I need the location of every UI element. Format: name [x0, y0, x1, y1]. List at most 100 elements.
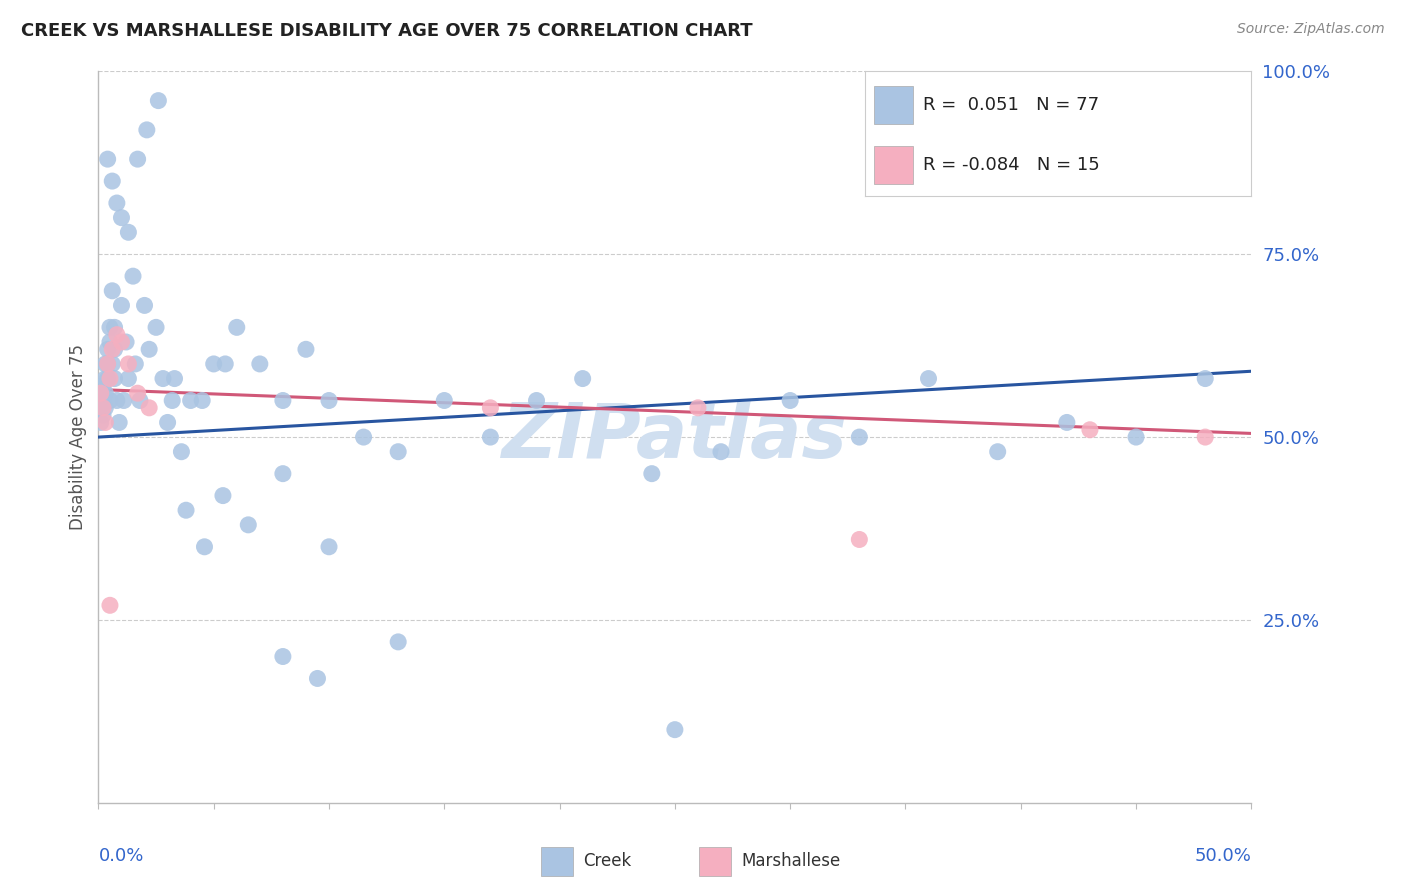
Point — [112, 393, 135, 408]
Point — [97, 357, 120, 371]
Point — [90, 386, 112, 401]
Text: CREEK VS MARSHALLESE DISABILITY AGE OVER 75 CORRELATION CHART: CREEK VS MARSHALLESE DISABILITY AGE OVER… — [21, 22, 752, 40]
Point — [110, 298, 132, 312]
Point — [387, 635, 409, 649]
Point — [779, 393, 801, 408]
Point — [94, 386, 117, 401]
Point — [103, 320, 125, 334]
Point — [115, 334, 138, 349]
Point — [479, 430, 502, 444]
Point — [90, 386, 112, 401]
Point — [145, 320, 167, 334]
Text: Source: ZipAtlas.com: Source: ZipAtlas.com — [1237, 22, 1385, 37]
Point — [105, 327, 128, 342]
Point — [129, 393, 152, 408]
Point — [307, 672, 329, 686]
Point — [94, 357, 117, 371]
Point — [225, 320, 247, 334]
Point — [353, 430, 375, 444]
Point — [105, 393, 128, 408]
Point — [91, 379, 114, 393]
Text: Marshallese: Marshallese — [742, 852, 841, 870]
Point — [108, 416, 131, 430]
Point — [103, 343, 125, 357]
Point — [90, 401, 112, 415]
Point — [1078, 423, 1101, 437]
Bar — [541, 847, 574, 876]
Point — [571, 371, 593, 385]
Point — [433, 393, 456, 408]
Point — [848, 430, 870, 444]
Point — [238, 517, 260, 532]
Point — [110, 334, 132, 349]
Point — [664, 723, 686, 737]
Point — [295, 343, 318, 357]
Point — [101, 284, 124, 298]
Point — [124, 357, 146, 371]
Point — [163, 371, 186, 385]
Point — [152, 371, 174, 385]
Point — [271, 649, 294, 664]
Point — [271, 467, 294, 481]
Point — [170, 444, 193, 458]
Bar — [875, 87, 912, 124]
Point — [101, 174, 124, 188]
Text: Creek: Creek — [583, 852, 631, 870]
Point — [138, 401, 160, 415]
Point — [97, 152, 120, 166]
Point — [105, 196, 128, 211]
Point — [127, 152, 149, 166]
Y-axis label: Disability Age Over 75: Disability Age Over 75 — [69, 344, 87, 530]
Point — [212, 489, 235, 503]
Bar — [699, 847, 731, 876]
Point — [135, 123, 157, 137]
Point — [97, 357, 120, 371]
Point — [1194, 371, 1216, 385]
Point — [117, 225, 139, 239]
Point — [917, 371, 939, 385]
Point — [98, 599, 121, 613]
Point — [94, 401, 117, 415]
Point — [98, 320, 121, 334]
Text: R = -0.084   N = 15: R = -0.084 N = 15 — [922, 156, 1099, 174]
Text: 0.0%: 0.0% — [98, 847, 143, 864]
Point — [101, 357, 124, 371]
Point — [1194, 430, 1216, 444]
Point — [191, 393, 214, 408]
Point — [101, 343, 124, 357]
Point — [193, 540, 215, 554]
Point — [98, 393, 121, 408]
Point — [526, 393, 548, 408]
Point — [117, 357, 139, 371]
Point — [710, 444, 733, 458]
Point — [180, 393, 202, 408]
Point — [1056, 416, 1078, 430]
Point — [1125, 430, 1147, 444]
Point — [117, 371, 139, 385]
Point — [91, 393, 114, 408]
Point — [94, 416, 117, 430]
Point — [94, 371, 117, 385]
Point — [138, 343, 160, 357]
Point — [103, 371, 125, 385]
Point — [110, 211, 132, 225]
Point — [134, 298, 156, 312]
Point — [318, 540, 340, 554]
Point — [127, 386, 149, 401]
Point — [97, 343, 120, 357]
Point — [318, 393, 340, 408]
Point — [686, 401, 709, 415]
Point — [214, 357, 236, 371]
Point — [90, 416, 112, 430]
Text: R =  0.051   N = 77: R = 0.051 N = 77 — [922, 96, 1099, 114]
Point — [641, 467, 664, 481]
Text: 50.0%: 50.0% — [1195, 847, 1251, 864]
Point — [91, 408, 114, 422]
Point — [387, 444, 409, 458]
Point — [479, 401, 502, 415]
Point — [98, 371, 121, 385]
Point — [91, 401, 114, 415]
Text: ZIPatlas: ZIPatlas — [502, 401, 848, 474]
Point — [848, 533, 870, 547]
Point — [160, 393, 183, 408]
